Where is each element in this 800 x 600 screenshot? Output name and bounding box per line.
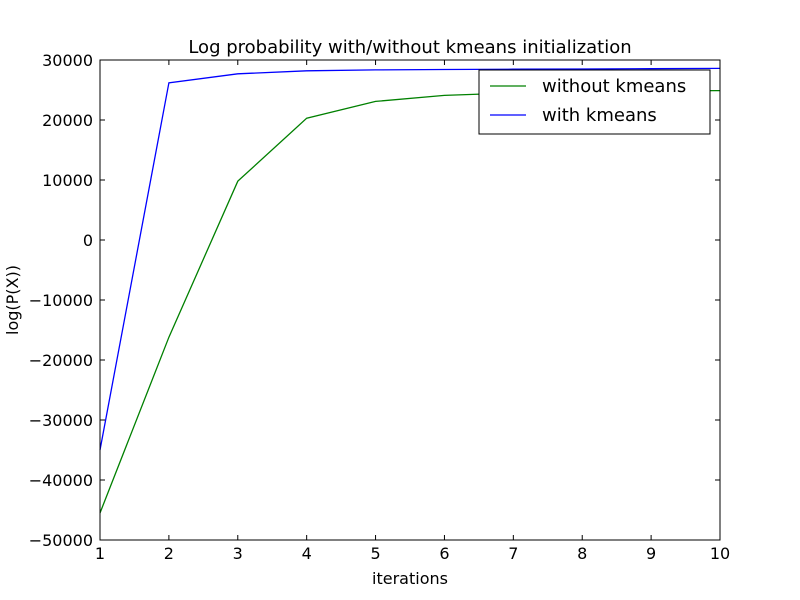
y-tick-label: 20000 xyxy=(42,111,93,130)
x-axis-label: iterations xyxy=(372,569,448,588)
x-tick-label: 10 xyxy=(710,544,730,563)
x-tick-label: 4 xyxy=(302,544,312,563)
y-tick-label: 30000 xyxy=(42,51,93,70)
y-tick-label: −20000 xyxy=(29,351,93,370)
y-tick-label: −10000 xyxy=(29,291,93,310)
legend: without kmeans with kmeans xyxy=(478,69,711,135)
legend-box xyxy=(478,69,711,135)
y-axis-label: log(P(X)) xyxy=(3,265,22,335)
x-tick-label: 3 xyxy=(233,544,243,563)
x-tick-label: 5 xyxy=(370,544,380,563)
x-tick-label: 9 xyxy=(646,544,656,563)
legend-label-with-kmeans: with kmeans xyxy=(542,105,657,126)
series-line-with-kmeans xyxy=(99,67,721,451)
y-tick-label: 0 xyxy=(83,231,93,250)
y-tick-label: 10000 xyxy=(42,171,93,190)
y-tick-label: −40000 xyxy=(29,471,93,490)
chart-title: Log probability with/without kmeans init… xyxy=(188,37,631,58)
ticks-layer: 1 2 3 4 5 6 7 8 9 10 −50000 −40000 −30000 −20000 −1000… xyxy=(29,51,730,563)
legend-label-without-kmeans: without kmeans xyxy=(542,76,686,97)
x-tick-label: 7 xyxy=(508,544,518,563)
y-tick-label: −30000 xyxy=(29,411,93,430)
x-tick-label: 1 xyxy=(95,544,105,563)
x-tick-label: 8 xyxy=(577,544,587,563)
y-tick-label: −50000 xyxy=(29,531,93,550)
x-tick-label: 2 xyxy=(164,544,174,563)
x-tick-label: 6 xyxy=(439,544,449,563)
